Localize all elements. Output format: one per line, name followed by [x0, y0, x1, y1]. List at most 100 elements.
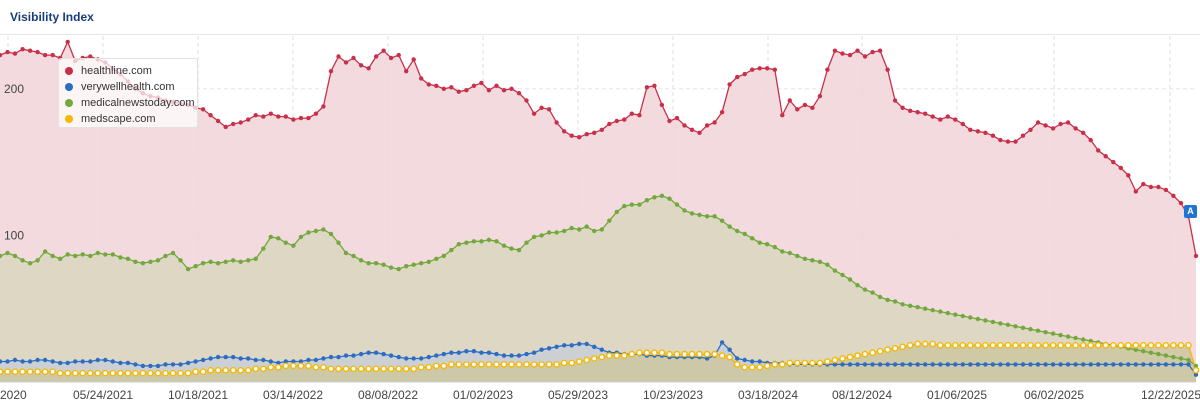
data-point	[19, 368, 26, 376]
data-point	[223, 124, 228, 130]
data-point	[643, 349, 651, 357]
data-point	[629, 202, 634, 207]
data-point	[892, 98, 898, 103]
data-point	[417, 363, 425, 371]
legend-label: medscape.com	[81, 113, 156, 125]
data-point	[1155, 341, 1162, 349]
data-point	[35, 49, 40, 55]
data-point	[434, 83, 439, 89]
data-point	[1065, 120, 1071, 125]
legend-item[interactable]: medicalnewstoday.com	[65, 95, 195, 111]
data-point	[1065, 362, 1071, 367]
data-point	[261, 357, 266, 363]
legend-label: verywellhealth.com	[81, 81, 175, 93]
area-3	[0, 343, 1196, 382]
data-point	[1156, 184, 1161, 190]
data-point	[930, 114, 935, 119]
data-point	[20, 258, 25, 263]
data-point	[652, 195, 657, 200]
data-point	[906, 341, 914, 349]
data-point	[200, 357, 206, 363]
data-point	[306, 230, 311, 235]
data-point	[923, 111, 928, 116]
data-point	[1133, 362, 1139, 367]
data-point	[885, 67, 890, 72]
data-point	[885, 362, 890, 367]
data-point	[870, 362, 875, 367]
data-point	[4, 368, 11, 376]
data-point	[229, 366, 237, 374]
data-point	[622, 203, 627, 209]
data-point	[795, 107, 800, 112]
data-point	[425, 363, 433, 371]
legend-item[interactable]: medscape.com	[65, 111, 191, 127]
data-point	[704, 214, 710, 219]
data-point	[1081, 362, 1086, 367]
legend-item[interactable]: healthline.com	[65, 63, 191, 79]
data-point	[50, 253, 55, 259]
data-point	[592, 344, 597, 349]
data-point	[244, 366, 252, 374]
data-point	[592, 228, 597, 234]
data-point	[155, 363, 161, 369]
data-point	[11, 368, 19, 376]
data-point	[366, 66, 371, 71]
data-point	[847, 362, 853, 367]
data-point	[140, 261, 146, 266]
data-point	[486, 350, 492, 355]
data-point	[238, 356, 243, 361]
data-point	[88, 253, 93, 259]
chart-title: Visibility Index	[10, 10, 94, 24]
data-point	[831, 356, 839, 364]
data-point	[832, 48, 838, 53]
data-point	[569, 225, 574, 231]
data-point	[365, 365, 372, 373]
data-point	[1058, 362, 1063, 367]
data-point	[298, 234, 304, 240]
data-point	[817, 93, 823, 99]
data-point	[274, 363, 282, 371]
data-point	[1126, 362, 1131, 367]
data-point	[253, 113, 258, 118]
data-point	[568, 359, 576, 367]
data-point	[1043, 330, 1048, 335]
data-point	[132, 369, 139, 377]
legend-item[interactable]: verywellhealth.com	[65, 79, 191, 95]
data-point	[1043, 123, 1048, 128]
data-point	[998, 321, 1003, 326]
data-point	[516, 91, 522, 96]
data-point	[599, 347, 604, 352]
data-point	[147, 369, 154, 377]
data-point	[335, 365, 342, 373]
data-point	[945, 310, 950, 316]
data-point	[64, 369, 71, 377]
data-point	[351, 55, 356, 61]
data-point	[1171, 354, 1176, 360]
annotation-marker[interactable]: A	[1184, 205, 1197, 218]
data-point	[810, 105, 815, 111]
data-point	[908, 303, 913, 308]
x-tick-label: 05/24/2021	[73, 388, 133, 402]
data-point	[1156, 362, 1161, 367]
data-point	[456, 350, 461, 355]
data-point	[1013, 139, 1018, 144]
data-point	[486, 88, 492, 93]
data-point	[629, 111, 634, 116]
data-point	[862, 362, 868, 367]
data-point	[283, 114, 288, 119]
data-point	[27, 261, 33, 266]
data-point	[373, 350, 379, 355]
data-point	[327, 365, 335, 373]
data-point	[35, 258, 40, 263]
data-point	[501, 88, 507, 93]
data-point	[779, 361, 786, 368]
data-point	[56, 369, 64, 377]
data-point	[801, 359, 809, 367]
x-tick-label: 2020	[0, 388, 27, 402]
data-point	[253, 256, 258, 261]
data-point	[73, 359, 78, 364]
data-point	[351, 353, 356, 358]
data-point	[794, 359, 801, 367]
data-point	[419, 261, 424, 266]
data-point	[509, 86, 514, 92]
